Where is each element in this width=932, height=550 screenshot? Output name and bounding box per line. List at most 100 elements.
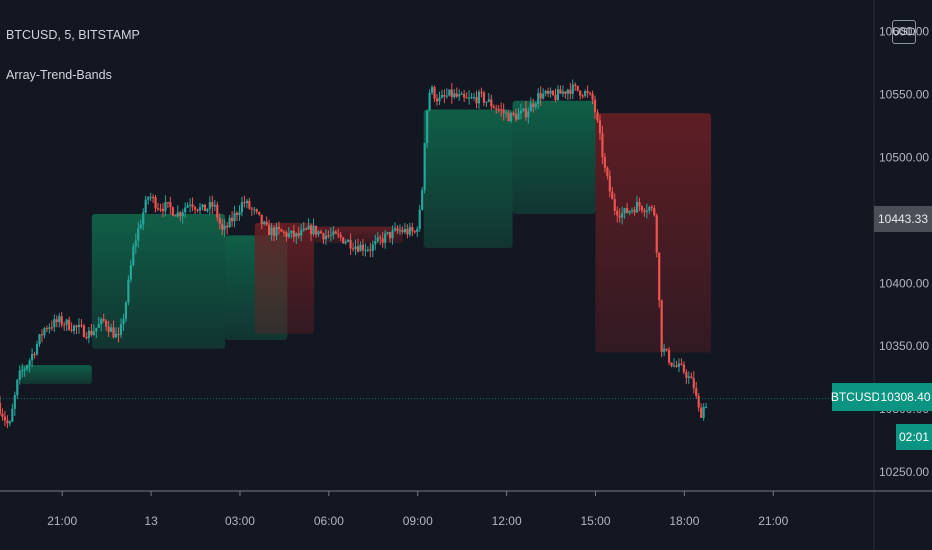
candle-up: [505, 112, 508, 114]
candle-down: [655, 215, 658, 253]
candle-down: [255, 209, 258, 212]
bar-countdown-badge: 02:01: [896, 424, 932, 450]
candle-down: [196, 209, 199, 211]
candle-down: [532, 103, 535, 107]
candle-up: [487, 99, 490, 102]
candle-down: [588, 92, 592, 94]
candle-up: [467, 97, 471, 99]
candle-down: [450, 89, 453, 98]
candle-up: [11, 408, 14, 422]
candle-down: [159, 208, 162, 210]
candle-up: [386, 232, 389, 234]
candle-down: [379, 237, 382, 239]
candle-down: [369, 249, 372, 251]
candle-up: [645, 210, 648, 212]
candle-down: [1, 413, 4, 417]
candle-up: [354, 246, 357, 250]
time-tick-label: 21:00: [47, 514, 77, 528]
candle-up: [371, 244, 374, 251]
chart-symbol-title: BTCUSD, 5, BITSTAMP: [6, 28, 140, 42]
candle-up: [92, 331, 95, 335]
candle-down: [433, 87, 436, 99]
candle-down: [640, 206, 644, 211]
candle-up: [137, 228, 140, 241]
currency-button[interactable]: USD: [892, 20, 916, 44]
candle-down: [6, 420, 9, 424]
candle-down: [203, 204, 207, 212]
candle-down: [161, 208, 165, 212]
candle-up: [584, 91, 587, 96]
candle-down: [55, 319, 58, 323]
candle-down: [480, 91, 483, 93]
candle-up: [58, 316, 61, 323]
candle-down: [638, 202, 641, 207]
candle-up: [453, 93, 456, 98]
candle-down: [667, 349, 671, 363]
candle-up: [263, 221, 266, 225]
candle-up: [702, 406, 705, 418]
candle-down: [179, 212, 182, 217]
candle-down: [193, 207, 197, 210]
candle-down: [524, 108, 527, 118]
candle-down: [0, 402, 2, 414]
candle-up: [423, 143, 426, 190]
candle-up: [384, 233, 387, 243]
candle-up: [28, 360, 31, 366]
candle-up: [391, 230, 394, 239]
candle-down: [401, 230, 404, 233]
candle-up: [35, 344, 39, 355]
last-price-badge: 10308.40: [879, 383, 932, 411]
candle-up: [571, 84, 574, 94]
candle-down: [297, 233, 300, 236]
candle-up: [139, 224, 142, 229]
candle-down: [658, 252, 661, 301]
candle-down: [322, 233, 325, 240]
time-tick-label: 03:00: [225, 514, 255, 528]
candle-up: [376, 237, 379, 241]
candle-down: [697, 395, 700, 408]
candle-up: [312, 225, 315, 235]
candle-down: [601, 133, 604, 158]
candle-down: [579, 90, 582, 96]
candle-up: [48, 327, 51, 329]
candle-up: [206, 208, 209, 212]
candle-up: [542, 93, 545, 99]
candle-down: [218, 217, 221, 224]
candle-down: [107, 326, 110, 332]
candle-down: [243, 202, 246, 204]
candle-down: [191, 204, 194, 208]
candle-up: [537, 93, 540, 105]
candle-down: [221, 223, 224, 230]
time-tick-label: 21:00: [758, 514, 788, 528]
candle-up: [398, 230, 402, 232]
candle-down: [507, 112, 510, 122]
time-tick-label: 18:00: [669, 514, 699, 528]
candle-up: [534, 104, 537, 107]
candle-down: [695, 388, 698, 396]
candle-up: [53, 319, 56, 328]
candle-down: [60, 316, 63, 325]
indicator-name[interactable]: Array-Trend-Bands: [6, 68, 112, 82]
candle-down: [598, 120, 602, 134]
candle-up: [238, 212, 241, 215]
candle-up: [129, 265, 132, 280]
candle-up: [132, 246, 135, 266]
candle-down: [211, 202, 214, 207]
candle-up: [347, 239, 350, 242]
candle-down: [80, 324, 83, 326]
candle-down: [258, 211, 261, 215]
candle-up: [13, 395, 16, 409]
candle-down: [174, 215, 177, 217]
candle-down: [569, 89, 572, 94]
candle-up: [164, 202, 167, 212]
candle-up: [470, 97, 473, 99]
candle-down: [564, 91, 567, 94]
candle-up: [705, 406, 708, 408]
candle-down: [682, 364, 685, 373]
symbol-price-label: BTCUSD: [831, 383, 880, 411]
candle-up: [16, 379, 19, 396]
candle-up: [302, 228, 305, 231]
candle-down: [156, 208, 160, 210]
candle-down: [692, 378, 695, 389]
